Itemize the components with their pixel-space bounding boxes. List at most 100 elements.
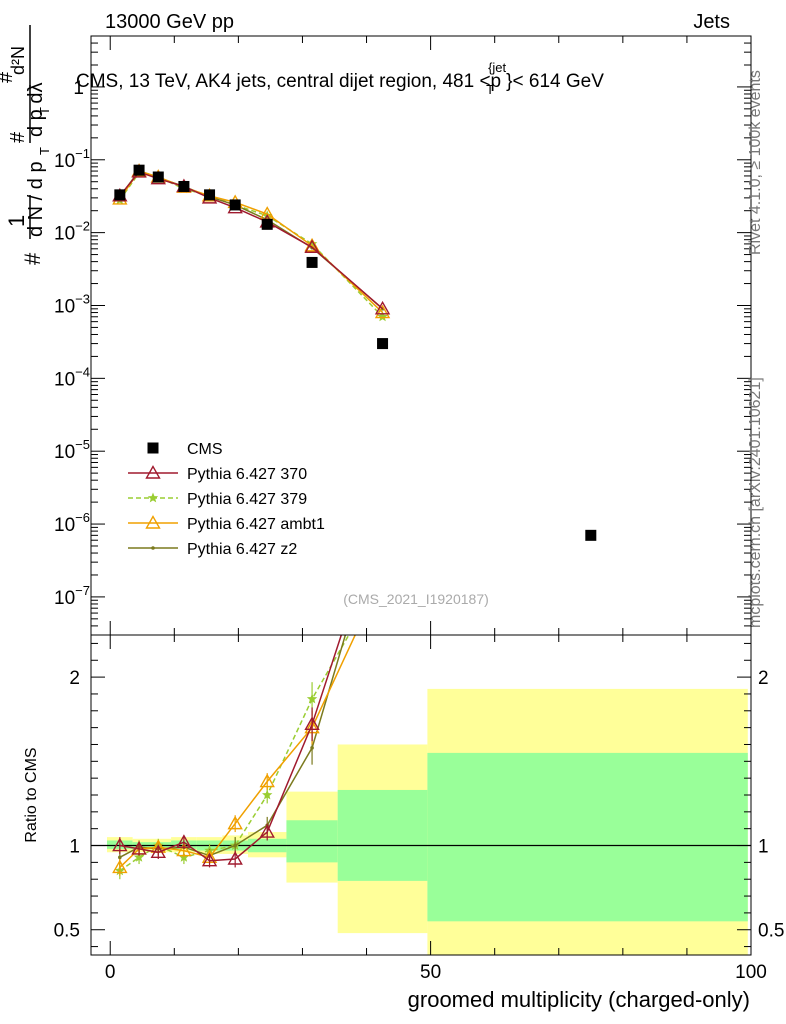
triangle-marker <box>376 502 389 514</box>
y-label-hash2: # <box>7 131 29 143</box>
ratio-y-tick-label: 0.5 <box>54 921 80 942</box>
legend-item-ambt1: Pythia 6.427 ambt1 <box>128 515 325 533</box>
ratio-series <box>112 502 389 880</box>
cms-marker <box>585 529 597 541</box>
y-label-num: d²N <box>8 46 28 75</box>
series-cms <box>114 164 597 541</box>
source-label: mcplots.cern.ch [arXiv:2401.10621] <box>747 377 764 628</box>
triangle-marker <box>304 716 320 730</box>
main-title-part2: < 614 GeV <box>513 71 605 92</box>
ratio-y-tick-label: 1 <box>69 837 80 858</box>
main-y-tick-labels: 10−7 10−6 10−5 10−4 10−3 10−2 10−1 1 <box>54 78 90 609</box>
triangle-marker <box>304 239 320 253</box>
ratio-y-tick-label-right: 1 <box>758 837 769 858</box>
triangle-marker <box>374 300 391 315</box>
y-label-den-sub: T <box>37 107 52 115</box>
rivet-label: Rivet 4.1.0, ≥ 100k events <box>747 70 764 255</box>
legend-label: Pythia 6.427 379 <box>187 491 307 508</box>
main-y-tick-label: 10−1 <box>54 146 90 172</box>
cms-marker <box>114 189 126 201</box>
y-label-hash3: # <box>0 71 17 83</box>
main-title-sup: {jet <box>488 60 506 75</box>
series-line-p370 <box>119 171 384 310</box>
x-tick-label: 100 <box>735 962 767 983</box>
star-marker <box>377 571 388 581</box>
main-y-tick-label: 10−5 <box>54 437 90 463</box>
uncertainty-band-inner <box>337 789 428 881</box>
series-line-ambt1 <box>119 170 384 314</box>
y-label-frac-bottom: d N / d p <box>25 161 47 237</box>
dot-marker <box>151 546 155 550</box>
main-y-ticks <box>91 35 751 636</box>
uncertainty-band-inner <box>286 820 338 863</box>
triangle-marker <box>227 815 243 830</box>
triangle-marker <box>145 515 161 529</box>
main-y-tick-label: 1 <box>73 78 84 99</box>
triangle-marker <box>259 824 275 838</box>
y-label-hash1: # <box>20 252 45 265</box>
main-y-tick-label: 10−4 <box>54 364 90 390</box>
triangle-marker <box>112 859 128 874</box>
ratio-y-tick-label-right: 2 <box>758 668 769 689</box>
triangle-marker <box>227 851 243 865</box>
y-label-den: d p dλ <box>25 83 47 137</box>
main-y-label: # 1 d N / d p T # d p dλ T # d²N <box>0 25 52 265</box>
triangle-marker <box>376 570 389 582</box>
main-series <box>112 163 597 541</box>
main-title: CMS, 13 TeV, AK4 jets, central dijet reg… <box>76 60 604 97</box>
star-marker <box>262 789 273 800</box>
triangle-marker <box>176 834 192 848</box>
series-line-p379 <box>119 172 384 318</box>
ratio-ticks: 0.5 0.5 1 1 2 2 0 50 100 <box>54 635 784 983</box>
triangle-marker <box>374 304 391 319</box>
legend-label: Pythia 6.427 z2 <box>187 541 297 558</box>
dot-marker <box>233 843 237 848</box>
legend-label: Pythia 6.427 370 <box>187 466 307 483</box>
uncertainty-band-inner <box>427 752 748 922</box>
cms-marker <box>204 189 216 201</box>
star-marker <box>147 492 159 503</box>
main-x-ticks <box>109 36 752 635</box>
main-y-tick-label: 10−7 <box>54 583 90 609</box>
main-panel: 10−7 10−6 10−5 10−4 10−3 10−2 10−1 1 <box>54 35 752 636</box>
triangle-marker <box>131 840 147 855</box>
triangle-marker <box>176 842 192 857</box>
x-tick-label: 50 <box>420 962 441 983</box>
ratio-y-tick-label-right: 0.5 <box>758 921 784 942</box>
ratio-series-p370 <box>112 502 389 868</box>
star-marker <box>133 851 145 862</box>
triangle-marker <box>201 852 218 867</box>
star-marker <box>377 311 388 322</box>
cms-marker <box>178 180 190 192</box>
ratio-y-tick-label: 2 <box>69 668 80 689</box>
triangle-marker <box>150 844 166 858</box>
main-title-sup2: } <box>506 71 512 92</box>
triangle-marker <box>112 837 128 852</box>
legend-item-cms: CMS <box>147 441 223 458</box>
cms-marker <box>133 164 145 176</box>
main-y-tick-label: 10−6 <box>54 510 90 536</box>
legend-label: CMS <box>187 441 223 458</box>
main-y-tick-label: 10−2 <box>54 219 90 245</box>
header-right: Jets <box>693 11 730 33</box>
dot-marker <box>381 507 385 511</box>
dot-marker <box>310 746 314 750</box>
cms-marker <box>152 171 164 183</box>
series-p379 <box>114 167 388 322</box>
y-label-one: 1 <box>4 215 29 227</box>
x-tick-label: 0 <box>105 962 116 983</box>
x-axis-label: groomed multiplicity (charged-only) <box>408 987 750 1012</box>
main-title-part1: CMS, 13 TeV, AK4 jets, central dijet reg… <box>76 71 501 92</box>
header-left: 13000 GeV pp <box>105 11 234 33</box>
cms-marker <box>306 256 318 268</box>
legend: CMS Pythia 6.427 370 Pythia 6.427 379 Pythi… <box>128 441 325 558</box>
triangle-marker <box>145 465 161 479</box>
series-z2 <box>118 168 385 311</box>
series-line-z2 <box>119 169 384 310</box>
cms-marker <box>147 442 159 454</box>
legend-item-z2: Pythia 6.427 z2 <box>128 541 297 558</box>
cms-marker <box>229 199 241 211</box>
series-p370 <box>112 164 391 315</box>
dot-marker <box>118 855 122 860</box>
